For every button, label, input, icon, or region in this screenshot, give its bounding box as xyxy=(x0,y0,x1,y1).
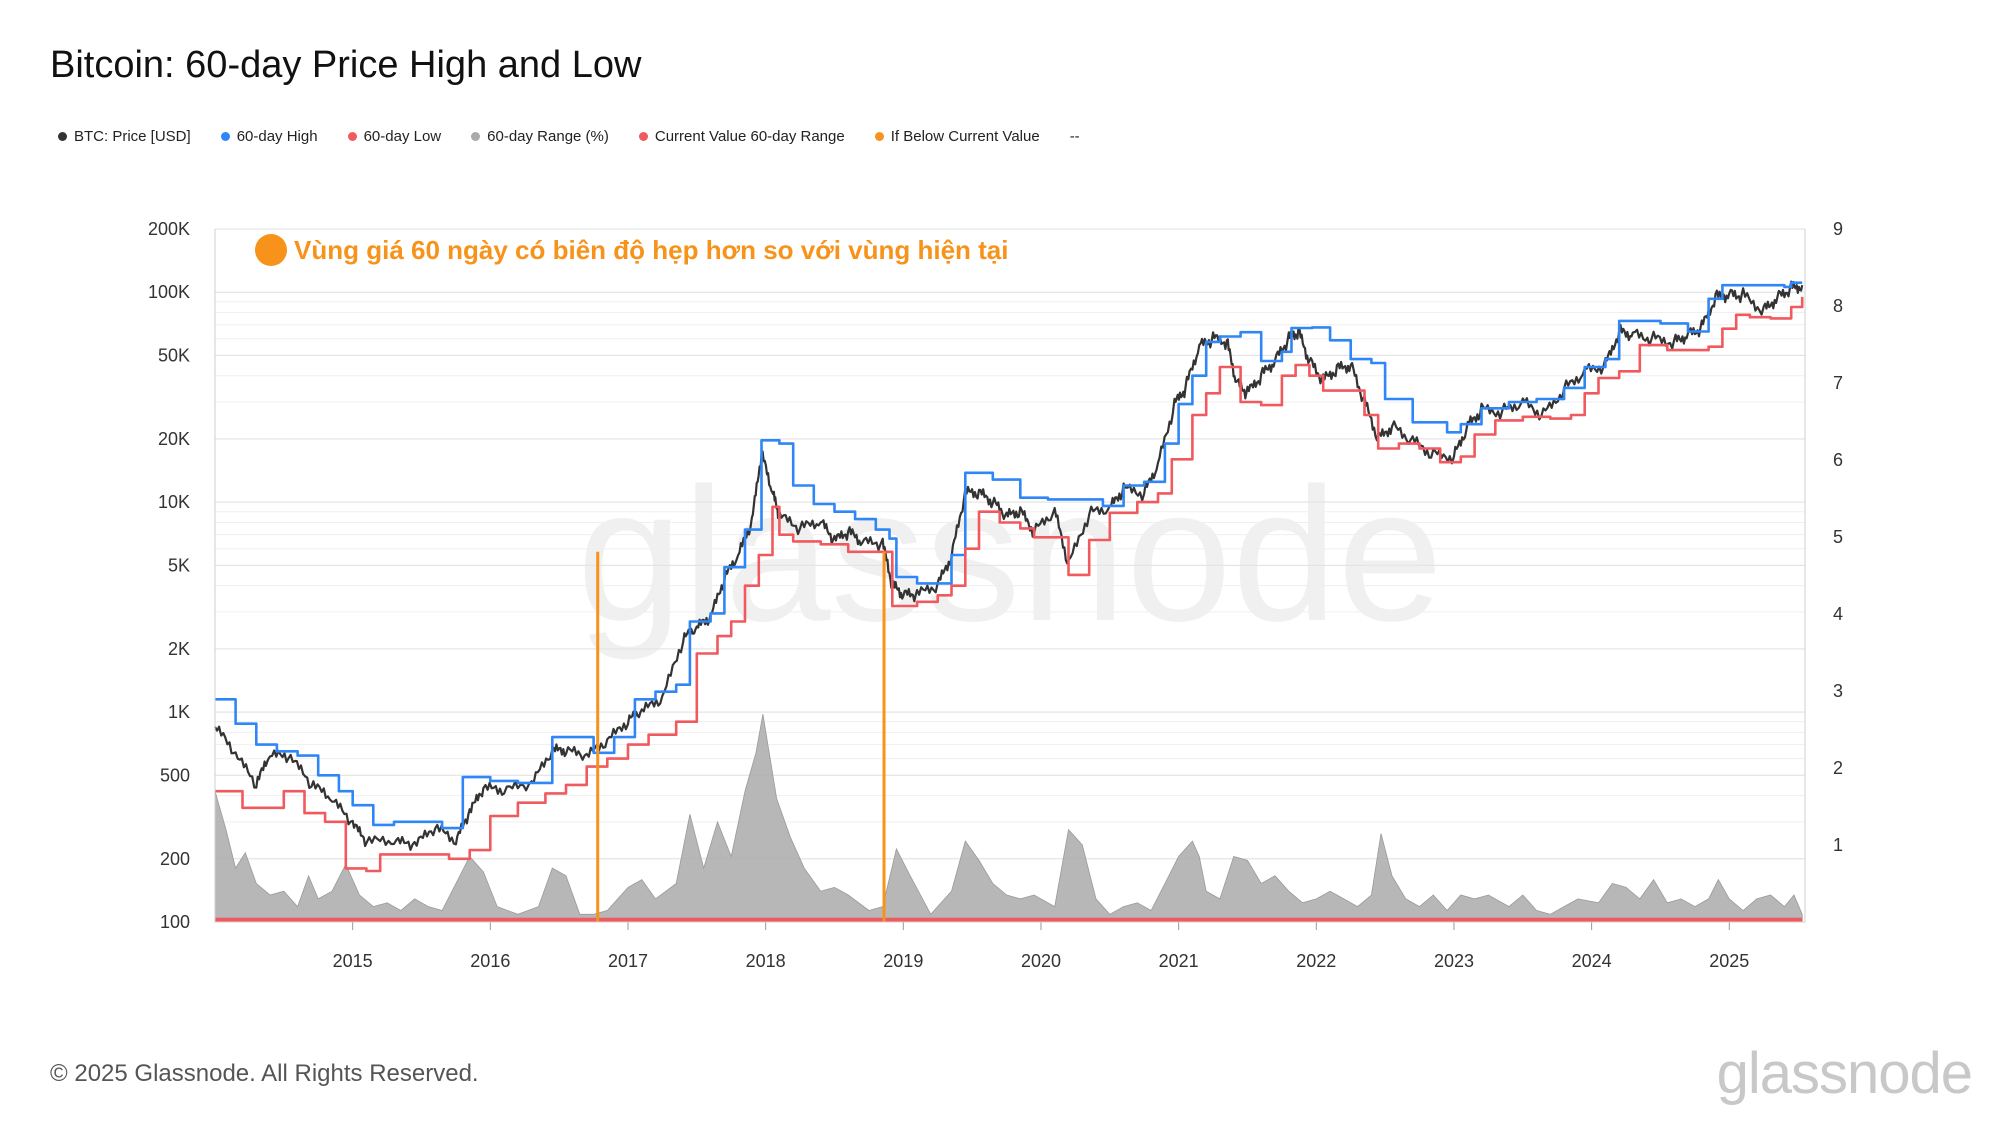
x-tick-label: 2025 xyxy=(1709,951,1749,971)
y-left-tick-label: 20K xyxy=(158,429,190,449)
x-tick-label: 2019 xyxy=(883,951,923,971)
y-right-tick-label: 9 xyxy=(1833,219,1843,239)
y-left-tick-label: 100 xyxy=(160,912,190,932)
y-left-tick-label: 2K xyxy=(168,639,190,659)
series-60-day-range xyxy=(214,714,1803,923)
legend-marker xyxy=(874,132,884,141)
legend-label: 60-day Range (%) xyxy=(487,128,609,145)
x-tick-label: 2023 xyxy=(1434,951,1474,971)
legend-marker xyxy=(220,132,230,141)
x-tick-label: 2018 xyxy=(746,951,786,971)
x-tick-label: 2015 xyxy=(333,951,373,971)
y-right-tick-label: 2 xyxy=(1833,758,1843,778)
y-left-tick-label: 5K xyxy=(168,555,190,575)
legend-item[interactable]: 60-day High xyxy=(220,128,318,145)
y-left-tick-label: 100K xyxy=(148,282,190,302)
watermark-text: glassnode xyxy=(577,449,1443,661)
legend-label: 60-day Low xyxy=(363,128,442,145)
y-right-tick-label: 7 xyxy=(1833,373,1843,393)
legend-label: 60-day High xyxy=(236,128,318,145)
annotation-marker xyxy=(255,234,287,266)
legend-marker xyxy=(347,132,357,141)
legend-item[interactable]: Current Value 60-day Range xyxy=(638,128,845,145)
chart-title: Bitcoin: 60-day Price High and Low xyxy=(50,44,642,86)
series-60-day-high xyxy=(215,281,1803,830)
x-tick-label: 2021 xyxy=(1159,951,1199,971)
legend-item[interactable]: If Below Current Value xyxy=(874,128,1040,145)
y-right-tick-label: 1 xyxy=(1833,835,1843,855)
y-left-tick-label: 500 xyxy=(160,765,190,785)
legend-label: -- xyxy=(1069,128,1080,145)
legend-item[interactable]: BTC: Price [USD] xyxy=(58,128,191,145)
y-left-tick-label: 200 xyxy=(160,849,190,869)
x-tick-label: 2017 xyxy=(608,951,648,971)
legend-marker xyxy=(58,132,67,141)
y-left-tick-label: 200K xyxy=(148,219,190,239)
copyright-footer: © 2025 Glassnode. All Rights Reserved. xyxy=(50,1060,479,1087)
legend: BTC: Price [USD] 60-day High 60-day Low 60-… xyxy=(58,128,1110,145)
legend-label: If Below Current Value xyxy=(890,128,1040,145)
annotation-text: Vùng giá 60 ngày có biên độ hẹp hơn so v… xyxy=(294,235,1009,265)
y-left-tick-label: 50K xyxy=(158,345,190,365)
legend-item[interactable]: -- xyxy=(1070,128,1080,145)
x-tick-label: 2016 xyxy=(470,951,510,971)
x-tick-label: 2020 xyxy=(1021,951,1061,971)
y-right-tick-label: 6 xyxy=(1833,450,1843,470)
y-right-tick-label: 5 xyxy=(1833,527,1843,547)
legend-item[interactable]: 60-day Range (%) xyxy=(471,128,609,145)
x-tick-label: 2024 xyxy=(1572,951,1612,971)
legend-label: Current Value 60-day Range xyxy=(654,128,845,145)
y-right-tick-label: 4 xyxy=(1833,604,1843,624)
legend-label: BTC: Price [USD] xyxy=(74,128,191,145)
glassnode-logo: glassnode xyxy=(1716,1041,1973,1106)
y-right-tick-label: 8 xyxy=(1833,296,1843,316)
y-left-tick-label: 1K xyxy=(168,702,190,722)
series-60-day-low xyxy=(215,296,1804,873)
legend-marker xyxy=(471,132,481,141)
legend-marker xyxy=(638,132,648,141)
y-left-tick-label: 10K xyxy=(158,492,190,512)
y-right-tick-label: 3 xyxy=(1833,681,1843,701)
x-tick-label: 2022 xyxy=(1296,951,1336,971)
legend-item[interactable]: 60-day Low xyxy=(347,128,442,145)
